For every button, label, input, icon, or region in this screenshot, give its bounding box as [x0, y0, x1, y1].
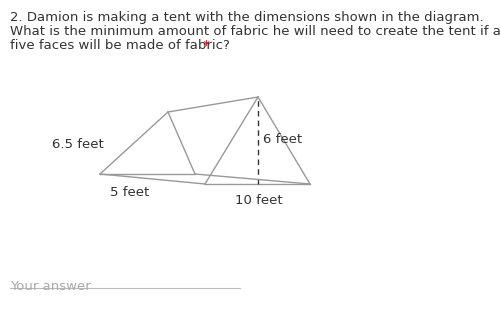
Text: *: *	[198, 39, 209, 52]
Text: 5 feet: 5 feet	[110, 186, 150, 199]
Text: 2. Damion is making a tent with the dimensions shown in the diagram.: 2. Damion is making a tent with the dime…	[10, 11, 484, 24]
Text: 6 feet: 6 feet	[263, 132, 302, 146]
Text: 10 feet: 10 feet	[235, 194, 282, 207]
Text: What is the minimum amount of fabric he will need to create the tent if all: What is the minimum amount of fabric he …	[10, 25, 500, 38]
Text: 6.5 feet: 6.5 feet	[52, 137, 104, 150]
Text: five faces will be made of fabric?: five faces will be made of fabric?	[10, 39, 230, 52]
Text: Your answer: Your answer	[10, 280, 91, 293]
